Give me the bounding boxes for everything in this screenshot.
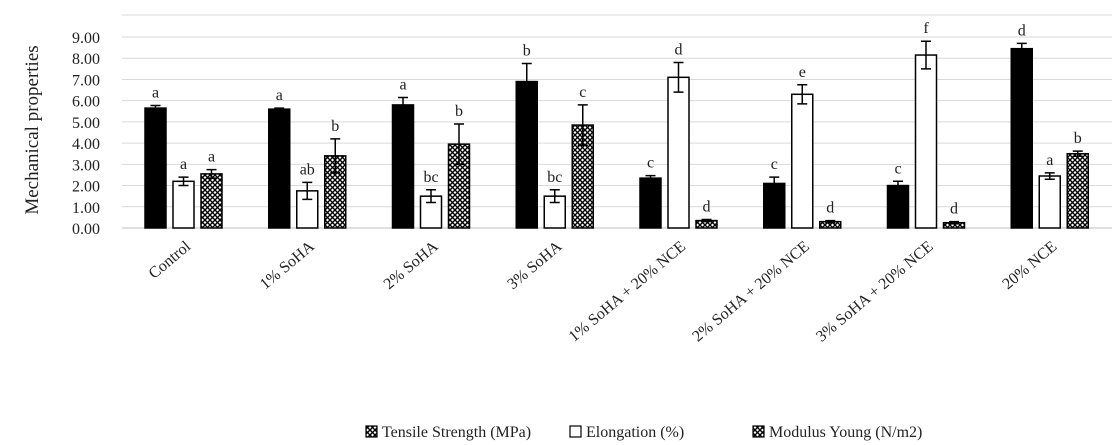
- category-label: 3% SoHA + 20% NCE: [813, 238, 936, 345]
- category-label: Control: [146, 238, 195, 283]
- significance-letter: a: [208, 149, 215, 166]
- y-tick-label: 4.00: [72, 136, 100, 153]
- bar: [667, 76, 690, 229]
- significance-letter: d: [1018, 22, 1026, 39]
- significance-letter: c: [647, 155, 654, 172]
- bar: [172, 180, 195, 229]
- significance-letter: bc: [423, 169, 438, 186]
- y-axis-title: Mechanical properties: [22, 45, 43, 214]
- bar: [1010, 47, 1033, 229]
- error-bar: [701, 218, 712, 223]
- bar: [391, 104, 415, 229]
- y-tick-label: 8.00: [72, 51, 100, 68]
- y-tick-label: 3.00: [72, 157, 100, 174]
- bar: [1038, 175, 1061, 229]
- bars: [144, 40, 1089, 229]
- category-label: 1% SoHA: [257, 238, 318, 293]
- significance-letter: b: [455, 103, 463, 120]
- category-labels: Control 1% SoHA 2% SoHA 3% SoHA 1% SoHA + 20…: [146, 238, 1061, 346]
- bar: [886, 184, 910, 229]
- y-tick-label: 0.00: [72, 221, 100, 238]
- error-bar: [577, 104, 588, 146]
- error-bar: [1044, 172, 1055, 180]
- error-bar: [206, 168, 217, 179]
- bar: [639, 177, 662, 229]
- legend-label: Modulus Young (N/m2): [769, 424, 922, 441]
- significance-letter: e: [799, 64, 806, 81]
- significance-letter: d: [826, 200, 834, 217]
- legend-swatch: [365, 425, 378, 438]
- significance-letter: d: [675, 41, 683, 58]
- significance-letter: a: [399, 76, 406, 93]
- bar: [791, 93, 814, 229]
- significance-letter: a: [276, 87, 283, 104]
- y-tick-label: 1.00: [72, 200, 100, 217]
- error-bar: [769, 176, 780, 191]
- error-bar: [949, 220, 959, 225]
- error-bar: [150, 104, 161, 112]
- significance-letter: c: [771, 156, 778, 173]
- bar: [515, 80, 538, 229]
- error-bar: [426, 189, 436, 204]
- bar: [268, 108, 291, 229]
- error-bar: [673, 61, 684, 93]
- error-bar: [330, 138, 341, 174]
- bar: [1066, 152, 1089, 229]
- error-bar: [398, 96, 408, 114]
- significance-letter: f: [923, 20, 929, 37]
- significance-letter: d: [950, 201, 958, 218]
- legend: Tensile Strength (MPa) Elongation (%) Modu…: [365, 424, 922, 441]
- significance-letter: b: [523, 43, 531, 60]
- y-tick-label: 5.00: [72, 115, 100, 132]
- legend-swatch: [569, 425, 582, 438]
- error-bar: [521, 62, 532, 101]
- error-bar: [454, 123, 464, 166]
- error-bar: [645, 174, 656, 182]
- y-tick-label: 6.00: [72, 94, 100, 111]
- error-bar: [302, 181, 313, 201]
- error-bar: [549, 189, 560, 204]
- category-label: 2% SoHA: [381, 238, 442, 293]
- y-tick-label: 9.00: [72, 30, 100, 47]
- error-bar: [893, 180, 903, 191]
- category-label: 3% SoHA: [504, 238, 565, 293]
- legend-swatch: [752, 425, 765, 438]
- y-axis-ticks: 0.00 1.00 2.00 3.00 4.00 5.00 6.00 7.00 8.00 9.00: [72, 30, 100, 238]
- significance-letter: ab: [300, 161, 315, 178]
- significance-letter: a: [1046, 152, 1053, 169]
- error-bar: [274, 107, 285, 111]
- legend-label: Elongation (%): [586, 424, 684, 441]
- significance-letter: bc: [547, 169, 562, 186]
- category-label: 1% SoHA + 20% NCE: [566, 238, 689, 345]
- category-label: 20% NCE: [999, 238, 1060, 293]
- error-bar: [797, 84, 808, 105]
- significance-letter: b: [331, 118, 339, 135]
- significance-letter: c: [894, 160, 901, 177]
- bar: [144, 107, 167, 229]
- error-bar: [921, 40, 931, 70]
- error-bar: [825, 219, 836, 224]
- significance-letter: a: [180, 156, 187, 173]
- significance-letter: d: [703, 199, 711, 216]
- error-bar: [1016, 42, 1027, 55]
- significance-letter: c: [579, 84, 586, 101]
- significance-letter: b: [1074, 130, 1082, 147]
- y-tick-label: 7.00: [72, 72, 100, 89]
- category-label: 2% SoHA + 20% NCE: [689, 238, 812, 345]
- error-bar: [1072, 150, 1083, 158]
- significance-letter: a: [152, 85, 159, 102]
- bar: [914, 54, 938, 229]
- error-bar: [178, 176, 189, 187]
- legend-label: Tensile Strength (MPa): [382, 424, 531, 441]
- bar: [200, 173, 223, 229]
- y-tick-label: 2.00: [72, 179, 100, 196]
